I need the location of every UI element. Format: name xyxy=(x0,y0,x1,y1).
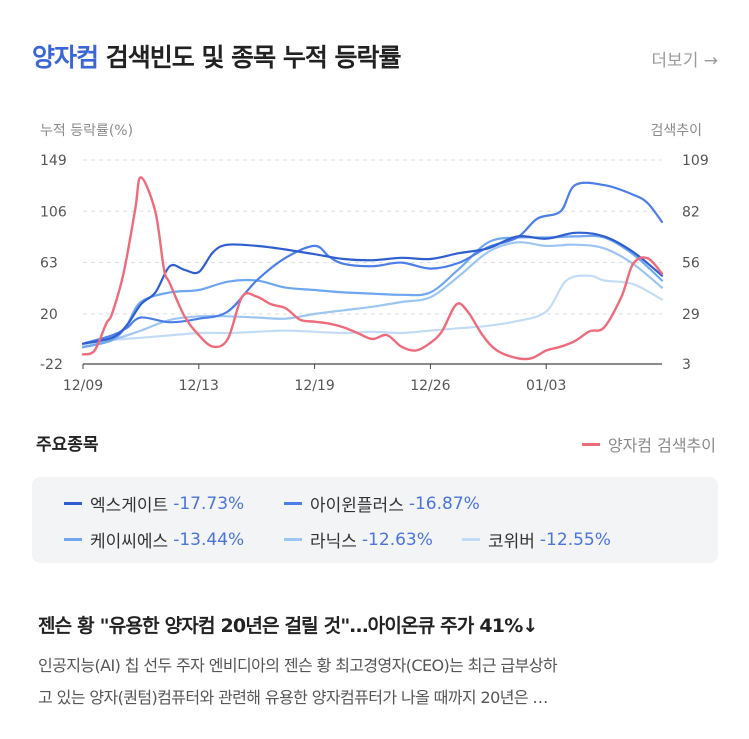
stock-name: 코위버 xyxy=(488,532,535,552)
left-tick-label: 63 xyxy=(40,256,58,272)
stock-swatch xyxy=(284,502,302,505)
series-line-3 xyxy=(81,234,664,349)
search-trend-legend: 양자컴 검색추이 xyxy=(581,432,716,456)
header: 양자컴 검색빈도 및 종목 누적 등락률 더보기 → xyxy=(32,38,718,82)
right-tick-label: 109 xyxy=(682,153,709,169)
search-trend-swatch xyxy=(581,442,600,446)
more-link[interactable]: 더보기 → xyxy=(651,51,718,71)
stock-item-5[interactable]: 코위버 -12.55% xyxy=(462,527,611,552)
page-title: 양자컴 검색빈도 및 종목 누적 등락률 xyxy=(32,38,402,74)
title-keyword: 양자컴 xyxy=(32,43,99,72)
left-tick-label: 106 xyxy=(40,204,67,220)
x-tick-label: 12/26 xyxy=(410,378,450,394)
stock-change: -12.55% xyxy=(539,529,611,550)
main-stocks-header: 주요종목 양자컴 검색추이 xyxy=(36,430,716,460)
news-summary-line-1: 인공지능(AI) 칩 선두 주자 엔비디아의 젠슨 황 최고경영자(CEO)는 … xyxy=(38,656,558,675)
left-tick-label: 20 xyxy=(40,307,58,323)
x-tick-label: 12/13 xyxy=(179,378,219,394)
stock-legend: 엑스게이트 -17.73% 아이윈플러스 -16.87% 케이씨에스 -13.4… xyxy=(32,477,718,563)
stock-item-3[interactable]: 케이씨에스 -13.44% xyxy=(64,527,244,552)
stock-name: 엑스게이트 xyxy=(90,496,169,516)
line-chart: 누적 등락률(%) 검색추이 149 109 106 82 63 56 20 29 -22 3 12/0… xyxy=(40,123,709,394)
stock-change: -16.87% xyxy=(408,493,480,514)
right-tick-label: 56 xyxy=(682,256,700,272)
stock-change: -13.44% xyxy=(173,529,245,550)
series-line-5 xyxy=(81,274,664,346)
series-line-6 xyxy=(81,176,664,361)
x-tick-label: 12/09 xyxy=(63,378,103,394)
stock-name: 라닉스 xyxy=(310,532,357,552)
series-line-1 xyxy=(81,231,664,345)
left-axis-title: 누적 등락률(%) xyxy=(40,123,133,139)
stock-item-1[interactable]: 엑스게이트 -17.73% xyxy=(64,491,244,516)
news-summary-line-2: 고 있는 양자(퀀텀)컴퓨터와 관련해 유용한 양자컴퓨터가 나올 때까지 20… xyxy=(38,688,548,707)
left-tick-label: 149 xyxy=(40,153,67,169)
right-axis-title: 검색추이 xyxy=(650,123,702,139)
right-tick-label: 3 xyxy=(682,357,691,373)
stock-name: 케이씨에스 xyxy=(90,532,169,552)
title-text: 검색빈도 및 종목 누적 등락률 xyxy=(105,43,402,72)
stock-item-4[interactable]: 라닉스 -12.63% xyxy=(284,527,433,552)
left-tick-label: -22 xyxy=(40,357,63,373)
x-tick-label: 01/03 xyxy=(526,378,566,394)
stock-swatch xyxy=(64,538,82,541)
section-title: 주요종목 xyxy=(36,435,99,455)
stock-name: 아이윈플러스 xyxy=(310,496,404,516)
stock-swatch xyxy=(284,538,302,541)
stock-item-2[interactable]: 아이윈플러스 -16.87% xyxy=(284,491,480,516)
stock-change: -12.63% xyxy=(361,529,433,550)
chart: 누적 등락률(%) 검색추이 149 109 106 82 63 56 20 29 -22 3 12/0… xyxy=(30,110,720,410)
series-line-4 xyxy=(81,241,664,349)
news-headline[interactable]: 젠슨 황 "유용한 양자컴 20년은 걸릴 것"…아이온큐 주가 41%↓ xyxy=(38,615,538,637)
news-summary[interactable]: 인공지능(AI) 칩 선두 주자 엔비디아의 젠슨 황 최고경영자(CEO)는 … xyxy=(38,650,718,714)
series-line-2 xyxy=(81,181,664,345)
right-tick-label: 82 xyxy=(682,204,700,220)
stock-change: -17.73% xyxy=(173,493,245,514)
stock-swatch xyxy=(462,538,480,541)
search-trend-label: 양자컴 검색추이 xyxy=(607,436,716,455)
x-tick-label: 12/19 xyxy=(294,378,334,394)
stock-swatch xyxy=(64,502,82,505)
right-tick-label: 29 xyxy=(682,307,700,323)
